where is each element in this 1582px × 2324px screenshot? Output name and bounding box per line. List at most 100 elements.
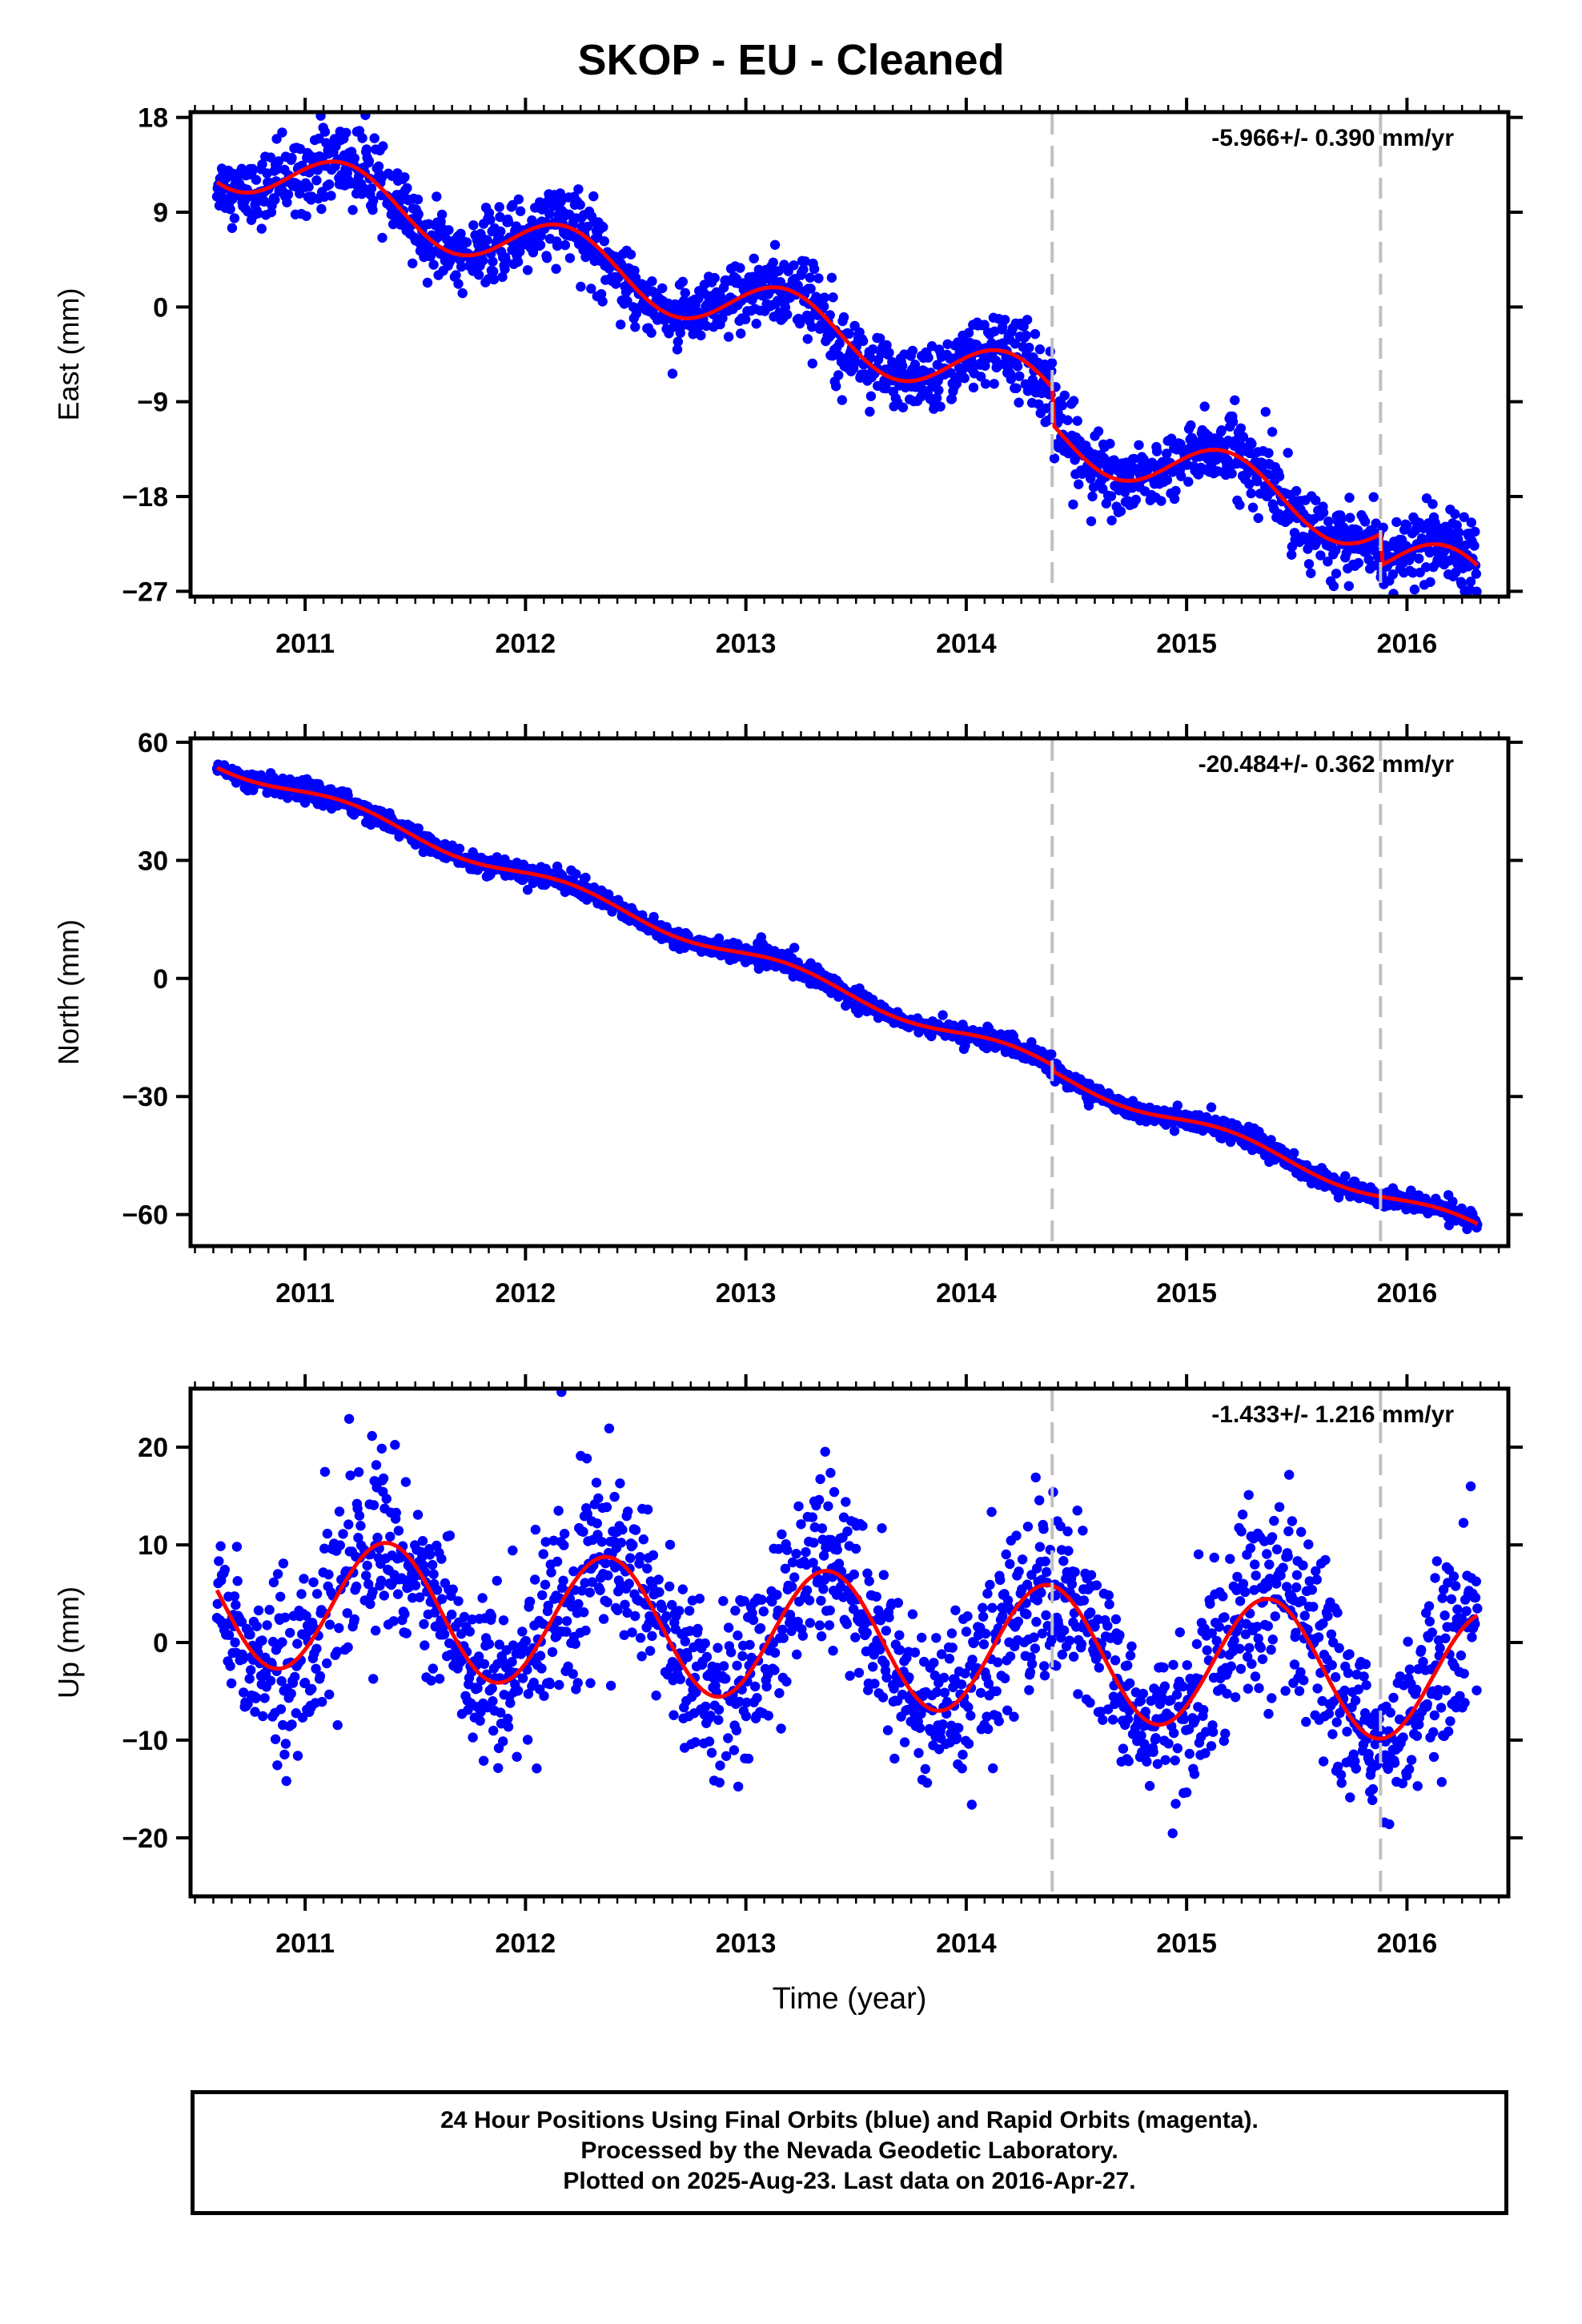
data-point: [1407, 568, 1418, 578]
data-point: [548, 201, 559, 211]
data-point: [368, 195, 379, 206]
data-point: [1427, 499, 1438, 509]
data-point: [512, 1686, 524, 1696]
data-point: [725, 1647, 737, 1658]
x-tick-label: 2013: [716, 629, 777, 659]
data-point: [215, 1541, 226, 1551]
data-point: [897, 360, 908, 371]
data-point: [752, 1693, 762, 1703]
data-point: [1216, 425, 1227, 436]
data-point: [721, 1751, 732, 1761]
data-point: [412, 1510, 424, 1520]
data-point: [319, 127, 331, 137]
data-point: [362, 1560, 372, 1571]
data-point: [661, 1611, 672, 1622]
data-point: [787, 1582, 797, 1592]
data-point: [865, 391, 877, 401]
data-point: [723, 1622, 734, 1633]
data-point: [275, 1591, 286, 1602]
data-point: [1106, 491, 1117, 501]
data-point: [1343, 581, 1355, 591]
data-point: [428, 1663, 438, 1674]
data-point: [717, 313, 728, 324]
y-tick-label: −27: [122, 577, 168, 607]
data-point: [553, 1506, 564, 1516]
rate-label: -20.484+/- 0.362 mm/yr: [1199, 751, 1455, 778]
data-point: [1414, 553, 1424, 564]
data-point: [654, 1586, 665, 1598]
data-point: [257, 1635, 267, 1646]
data-point: [424, 1550, 436, 1560]
data-point: [296, 1589, 307, 1599]
data-point: [505, 1698, 516, 1708]
data-point: [781, 1676, 792, 1687]
data-point: [456, 228, 466, 239]
data-point: [335, 1540, 345, 1550]
data-point: [644, 1646, 656, 1656]
data-point: [270, 195, 280, 205]
data-point: [355, 1521, 366, 1531]
plot-frame: [188, 110, 1511, 599]
data-point: [512, 256, 524, 267]
data-point: [761, 1681, 772, 1692]
data-point: [815, 1474, 825, 1485]
data-point: [635, 1552, 645, 1562]
data-point: [1134, 440, 1144, 450]
data-point: [552, 240, 563, 251]
data-point: [366, 183, 377, 194]
data-point: [322, 1528, 333, 1539]
data-point: [365, 1598, 375, 1610]
data-point: [1010, 339, 1021, 349]
data-point: [975, 372, 986, 382]
data-point: [1183, 476, 1194, 487]
data-point: [444, 225, 454, 235]
data-point: [1323, 557, 1333, 567]
data-point: [542, 253, 552, 263]
data-point: [515, 246, 525, 257]
data-point: [989, 379, 999, 389]
data-point: [373, 161, 384, 171]
data-point: [769, 1647, 781, 1659]
data-point: [800, 256, 810, 267]
data-point: [368, 1500, 379, 1510]
data-point: [334, 1506, 345, 1517]
data-point: [595, 1585, 605, 1596]
data-point: [400, 1609, 410, 1619]
data-point: [841, 1618, 853, 1630]
data-point: [371, 1625, 381, 1636]
data-point: [758, 1606, 769, 1617]
data-point: [1472, 586, 1482, 597]
data-point: [857, 336, 869, 347]
data-point: [823, 1501, 833, 1512]
data-point: [1115, 506, 1126, 517]
data-point: [326, 191, 336, 201]
data-point: [677, 1584, 688, 1594]
data-point: [369, 133, 379, 143]
data-point: [1274, 471, 1285, 482]
data-point: [807, 1512, 817, 1522]
data-point: [573, 1598, 584, 1610]
data-point: [768, 257, 778, 267]
data-point: [1315, 550, 1326, 561]
data-point: [1331, 545, 1341, 556]
data-point: [1169, 493, 1180, 505]
x-tick-label: 2012: [496, 1278, 556, 1309]
data-point: [560, 239, 571, 251]
data-point: [468, 220, 479, 231]
data-point: [831, 381, 841, 392]
data-point: [231, 1599, 241, 1610]
data-point: [473, 270, 484, 280]
data-point: [592, 1518, 602, 1529]
data-point: [1046, 358, 1058, 368]
data-point: [377, 232, 387, 243]
data-point: [838, 312, 849, 323]
data-point: [630, 1525, 641, 1535]
data-point: [231, 1542, 243, 1552]
data-point: [755, 1622, 766, 1634]
x-tick-label: 2016: [1377, 1278, 1438, 1309]
data-point: [586, 283, 596, 294]
data-point: [547, 1647, 558, 1658]
data-point: [498, 1736, 508, 1747]
data-point: [1465, 577, 1476, 587]
data-point: [488, 274, 500, 285]
